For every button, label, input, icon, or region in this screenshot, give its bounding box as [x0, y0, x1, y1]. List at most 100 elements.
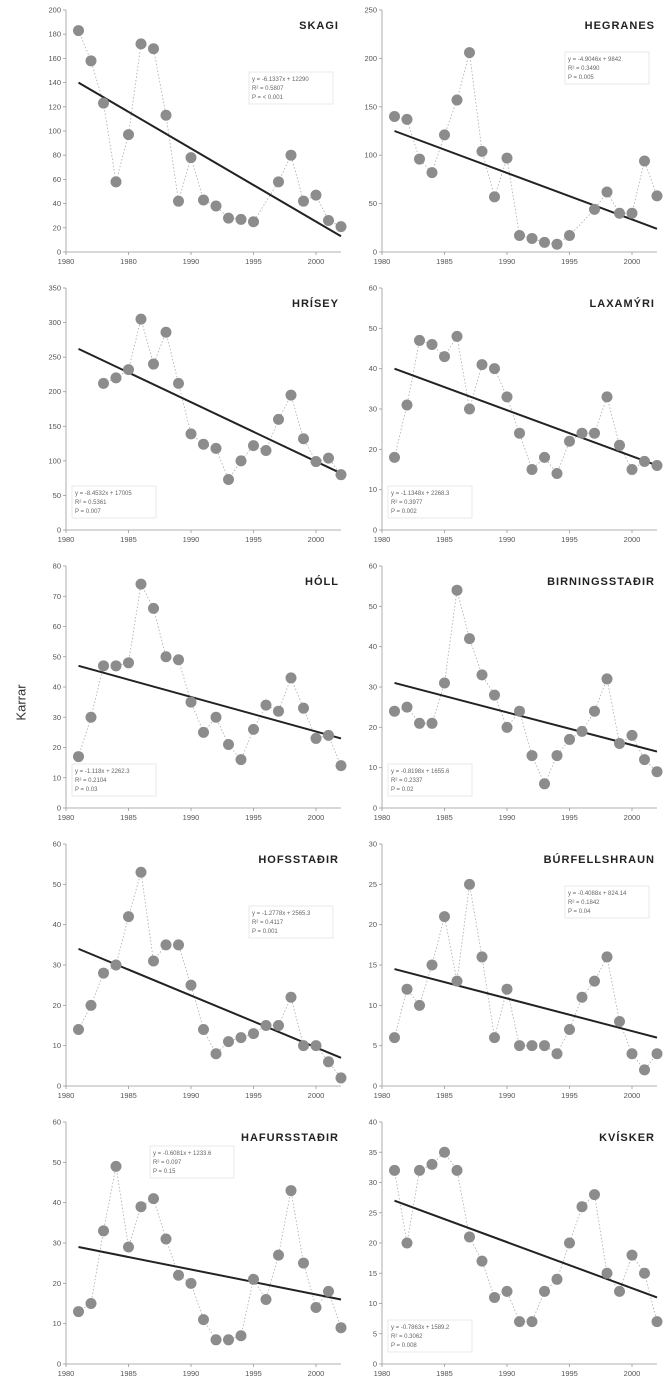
data-point [514, 705, 525, 717]
data-point [223, 212, 234, 224]
data-point [173, 1269, 184, 1281]
data-point [601, 951, 613, 963]
data-point [135, 1201, 147, 1213]
x-tick-label: 1980 [374, 535, 391, 544]
data-point [110, 176, 122, 188]
data-point [614, 1285, 625, 1297]
y-tick-label: 50 [53, 491, 61, 500]
data-point [389, 1032, 400, 1044]
regression-stat: y = -0.6081x + 1233.6 [153, 1151, 212, 1157]
regression-stats-box [71, 763, 157, 797]
data-point [185, 1277, 197, 1289]
data-point [526, 464, 538, 475]
y-tick-label: 0 [57, 526, 61, 535]
data-point [401, 983, 413, 995]
data-point [235, 213, 247, 225]
regression-line [77, 81, 342, 238]
y-tick-label: 10 [369, 1299, 377, 1308]
y-tick-label: 30 [369, 1178, 377, 1187]
data-point [426, 959, 438, 971]
regression-stat: R² = 0.097 [153, 1160, 182, 1166]
data-point [414, 153, 425, 165]
regression-stat: P = 0.03 [75, 787, 98, 793]
regression-stat: y = -1.2778x + 2565.3 [252, 911, 311, 917]
data-point [85, 711, 97, 723]
data-point [426, 167, 438, 179]
data-point [335, 469, 347, 481]
x-tick-label: 1995 [561, 257, 578, 266]
regression-stat: y = -4.9046x + 9842 [568, 57, 622, 63]
data-point [526, 750, 538, 762]
y-tick-label: 10 [53, 1041, 61, 1050]
panel-title: SKAGI [299, 20, 339, 32]
x-tick-label: 2000 [624, 1091, 641, 1100]
x-tick-label: 2000 [308, 1369, 325, 1378]
data-point [464, 878, 475, 890]
data-point [273, 176, 284, 188]
x-tick-label: 1995 [245, 257, 262, 266]
series-connector-line [394, 884, 658, 1071]
data-point [589, 1189, 600, 1201]
series-connector-line [103, 317, 342, 481]
data-point [123, 911, 134, 923]
data-point [260, 1293, 272, 1305]
data-point [198, 194, 209, 206]
y-tick-label: 50 [53, 652, 61, 661]
data-point [501, 152, 513, 164]
y-tick-label: 10 [369, 485, 377, 494]
data-point [135, 313, 147, 325]
data-point [514, 1040, 525, 1052]
data-point [414, 1164, 425, 1176]
x-tick-label: 1980 [374, 813, 391, 822]
data-point [539, 778, 550, 790]
x-tick-label: 1995 [245, 535, 262, 544]
x-tick-label: 2000 [624, 813, 641, 822]
regression-line [394, 367, 658, 467]
data-point [110, 660, 122, 672]
data-point [489, 363, 500, 375]
panel-title: LAXAMÝRI [590, 297, 655, 310]
y-tick-label: 40 [369, 364, 377, 373]
data-point [589, 203, 600, 215]
regression-line [78, 664, 342, 740]
data-point [389, 1164, 400, 1176]
regression-stats-box [71, 485, 157, 519]
regression-stat: R² = 0.5361 [75, 500, 107, 506]
y-tick-label: 20 [53, 1279, 61, 1288]
y-tick-label: 60 [53, 840, 61, 849]
x-tick-label: 1995 [245, 813, 262, 822]
y-tick-label: 20 [53, 223, 61, 232]
regression-line [78, 347, 342, 475]
data-point [323, 729, 334, 741]
y-tick-label: 20 [369, 1239, 377, 1248]
data-point [401, 399, 413, 411]
x-tick-label: 1980 [58, 257, 75, 266]
series-connector-line [394, 52, 658, 245]
regression-line [394, 1199, 658, 1299]
y-tick-label: 20 [369, 920, 377, 929]
data-point [551, 238, 563, 250]
data-point [489, 1032, 500, 1044]
x-tick-label: 1995 [245, 1369, 262, 1378]
x-tick-label: 1990 [499, 813, 516, 822]
x-tick-label: 1980 [120, 257, 137, 266]
data-point [135, 866, 147, 878]
x-tick-label: 1990 [183, 535, 200, 544]
data-point [223, 1334, 234, 1346]
panel-title: BÚRFELLSHRAUN [544, 853, 655, 866]
data-point [476, 359, 488, 371]
data-point [564, 1237, 575, 1249]
x-tick-label: 1985 [436, 1369, 453, 1378]
data-point [185, 696, 197, 708]
data-point [601, 391, 613, 403]
y-tick-label: 35 [369, 1148, 377, 1157]
x-tick-label: 1985 [120, 813, 137, 822]
y-tick-label: 100 [48, 456, 61, 465]
data-point [210, 1334, 222, 1346]
data-point [551, 1048, 563, 1060]
data-point [489, 191, 500, 203]
y-tick-label: 40 [369, 1118, 377, 1127]
y-tick-label: 150 [48, 422, 61, 431]
data-point [185, 428, 197, 440]
data-point [389, 451, 400, 463]
